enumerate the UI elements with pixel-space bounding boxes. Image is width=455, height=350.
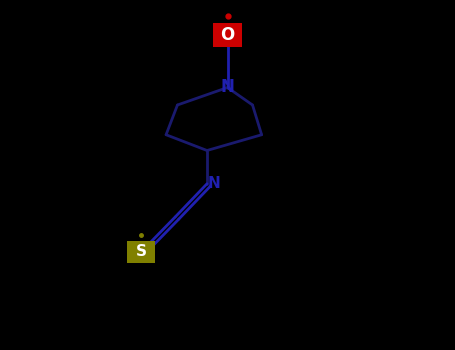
Text: N: N: [207, 176, 220, 191]
Text: N: N: [221, 78, 234, 97]
Text: O: O: [220, 26, 235, 44]
Text: S: S: [136, 245, 147, 259]
FancyBboxPatch shape: [127, 241, 155, 263]
FancyBboxPatch shape: [212, 23, 242, 47]
